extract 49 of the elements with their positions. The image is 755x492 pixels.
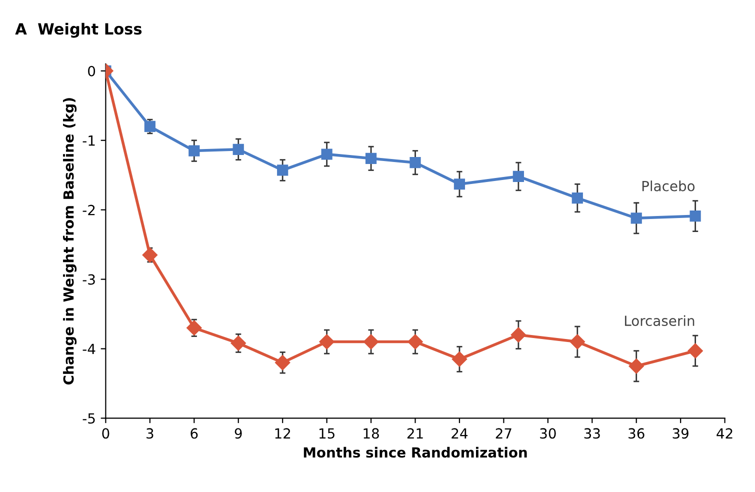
x-axis-title: Months since Randomization <box>304 446 527 458</box>
x-tick-label: 12 <box>275 428 290 438</box>
point <box>512 170 524 182</box>
point <box>319 334 334 350</box>
point <box>232 144 244 155</box>
y-tick-label: -1 <box>82 136 95 146</box>
point <box>321 148 332 160</box>
x-tick-label: 9 <box>234 428 242 439</box>
y-tick-label: -3 <box>82 274 95 285</box>
point <box>510 327 526 342</box>
point <box>363 334 379 350</box>
x-tick-label: 18 <box>364 428 379 439</box>
x-tick-label: 33 <box>584 428 600 439</box>
x-tick-label: 15 <box>319 428 334 439</box>
x-tick-label: 36 <box>628 428 644 439</box>
x-tick-label: 24 <box>452 428 468 438</box>
x-tick-label: 30 <box>540 428 556 439</box>
series-label: Lorcaserin <box>624 315 694 326</box>
series-label: Placebo <box>642 180 695 192</box>
point <box>277 164 288 176</box>
point <box>630 212 642 224</box>
y-tick-label: -2 <box>82 204 95 216</box>
x-tick-label: 3 <box>146 428 154 439</box>
point <box>230 336 246 351</box>
point <box>454 178 466 190</box>
point <box>570 334 585 350</box>
x-tick-label: 0 <box>102 428 110 439</box>
x-tick-label: 42 <box>716 428 732 438</box>
chart-title: A Weight Loss <box>15 22 142 38</box>
point <box>572 192 583 204</box>
point <box>410 157 421 168</box>
point <box>275 355 290 370</box>
point <box>408 334 423 350</box>
x-tick-label: 27 <box>496 428 512 438</box>
point <box>690 210 701 222</box>
x-tick-label: 6 <box>190 428 198 439</box>
point <box>365 152 377 164</box>
y-tick-label: 0 <box>88 66 96 76</box>
y-axis-title: Change in Weight from Baseline (kg) <box>63 98 77 385</box>
point <box>142 247 158 263</box>
point <box>688 343 703 358</box>
x-tick-label: 21 <box>407 428 423 438</box>
y-tick-label: -5 <box>82 413 95 424</box>
point <box>452 352 468 367</box>
y-tick-label: -4 <box>82 344 96 354</box>
point <box>186 320 202 336</box>
point <box>628 358 644 374</box>
point <box>188 145 200 156</box>
x-tick-label: 39 <box>672 428 688 439</box>
